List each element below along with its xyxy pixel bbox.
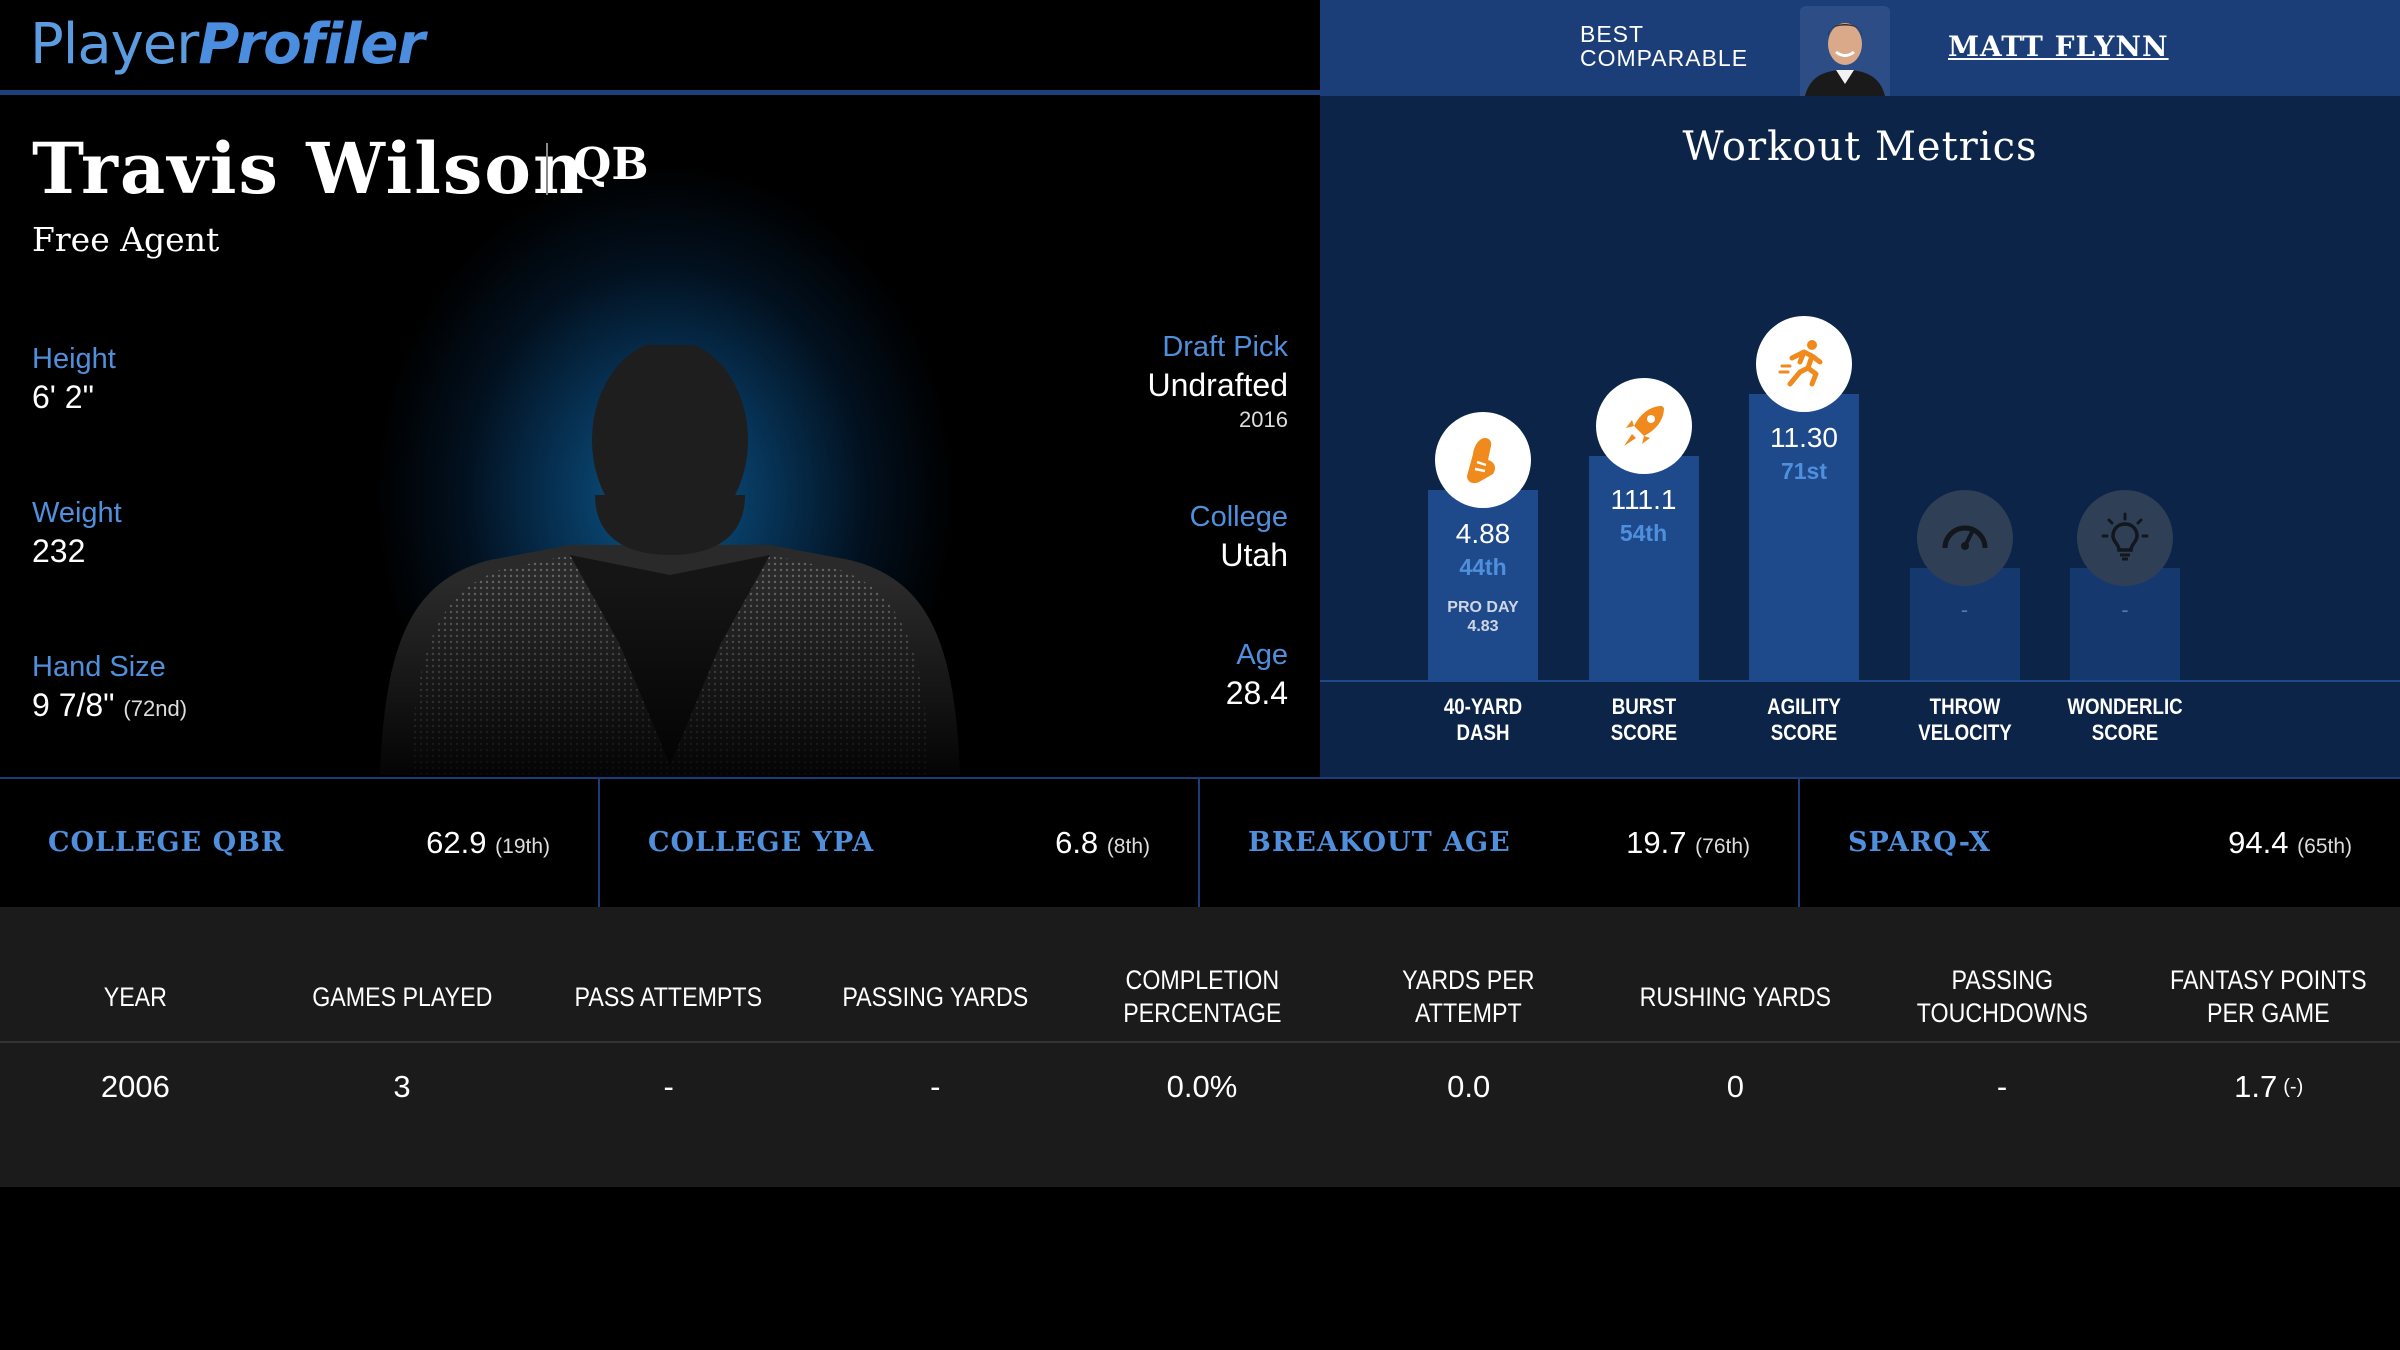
player-name: Travis Wilson — [32, 127, 586, 210]
metric-label-throw-velocity: THROW VELOCITY — [1917, 694, 2012, 745]
table-header-cell[interactable]: RUSHING YARDS — [1639, 981, 1832, 1012]
table-cell-rank: (-) — [2283, 1075, 2304, 1098]
table-header-cell[interactable]: PASSING TOUCHDOWNS — [1916, 965, 2088, 1028]
workout-metrics-title: Workout Metrics — [1682, 124, 2038, 170]
weight-value: 232 — [32, 533, 86, 569]
table-header-divider — [0, 1041, 2400, 1043]
metric-percentile: 71st — [1780, 458, 1828, 484]
workout-metrics-panel: Workout Metrics 4.88 44th PRO DAY 4.83 1… — [1320, 96, 2400, 777]
key-stats-row: COLLEGE QBR 62.9 (19th) COLLEGE YPA 6.8 … — [0, 777, 2400, 907]
best-comparable-link[interactable]: MATT FLYNN — [1948, 30, 2169, 63]
metric-value: 11.30 — [1770, 422, 1838, 453]
college-label: College — [1189, 501, 1288, 533]
metric-label-forty: 40-YARD DASH — [1443, 694, 1523, 745]
table-cell-value: 0 — [1726, 1069, 1744, 1104]
table-header-cell[interactable]: FANTASY POINTS PER GAME — [2170, 965, 2367, 1028]
metric-bar-wonderlic[interactable]: - — [2070, 568, 2180, 680]
metric-value: 4.88 — [1455, 518, 1511, 549]
table-header-cell[interactable]: COMPLETION PERCENTAGE — [1122, 965, 1282, 1028]
metric-value: - — [2121, 598, 2129, 622]
site-logo[interactable]: PlayerProfiler — [30, 12, 425, 77]
metric-value: 111.1 — [1610, 484, 1677, 515]
stats-table: YEAR GAMES PLAYED PASS ATTEMPTS PASSING YAR… — [0, 907, 2400, 1187]
player-position: QB — [573, 139, 649, 190]
table-cell: 0 — [1602, 1062, 1869, 1112]
table-cell: - — [1869, 1062, 2136, 1112]
hand-size-value: 9 7/8" (72nd) — [32, 687, 188, 723]
speedometer-icon — [1916, 490, 2013, 586]
draft-year: 2016 — [1239, 407, 1288, 432]
key-stat-sparq-x[interactable]: SPARQ-X 94.4 (65th) — [1848, 825, 2352, 860]
height-value: 6' 2" — [32, 379, 94, 415]
shoe-icon — [1435, 412, 1531, 508]
table-cell: 0.0% — [1069, 1062, 1336, 1112]
metric-label-agility: AGILITY SCORE — [1767, 694, 1841, 745]
key-stat-divider — [1198, 779, 1200, 907]
metric-percentile: 54th — [1619, 520, 1668, 546]
avatar-photo-icon — [1800, 6, 1890, 96]
player-card: Travis Wilson QB Free Agent Height 6' 2"… — [0, 95, 1320, 777]
hand-size-label: Hand Size — [32, 651, 166, 683]
table-header-cell[interactable]: PASSING YARDS — [842, 981, 1029, 1012]
metric-bar-agility[interactable]: 11.30 71st — [1749, 394, 1859, 680]
table-cell-value: 1.7 — [2234, 1069, 2278, 1104]
draft-pick-label: Draft Pick — [1162, 331, 1288, 363]
table-header-cell[interactable]: YEAR — [103, 981, 167, 1012]
metric-percentile: 44th — [1459, 554, 1507, 580]
metric-bar-burst[interactable]: 111.1 54th — [1588, 456, 1699, 680]
player-team: Free Agent — [32, 220, 220, 259]
table-cell-value: 3 — [393, 1069, 411, 1104]
table-cell-value: - — [663, 1069, 674, 1104]
metric-bar-throw-velocity[interactable]: - — [1909, 568, 2020, 680]
lightbulb-icon — [2077, 490, 2173, 586]
key-stat-college-qbr[interactable]: COLLEGE QBR 62.9 (19th) — [48, 825, 550, 860]
height-label: Height — [32, 343, 116, 375]
table-cell-value: 2006 — [100, 1069, 170, 1104]
table-cell: 3 — [269, 1062, 536, 1112]
name-separator — [546, 143, 548, 195]
weight-label: Weight — [32, 497, 122, 529]
table-cell: 2006 — [2, 1062, 269, 1112]
metrics-baseline — [1320, 680, 2400, 682]
table-header-cell[interactable]: YARDS PER ATTEMPT — [1402, 965, 1535, 1028]
table-cell: - — [535, 1062, 802, 1112]
key-stat-breakout-age[interactable]: BREAKOUT AGE 19.7 (76th) — [1248, 825, 1750, 860]
header-bar: PlayerProfiler — [0, 0, 1320, 90]
table-cell: 1.7 (-) — [2135, 1062, 2400, 1112]
metric-label-burst: BURST SCORE — [1610, 694, 1677, 745]
rocket-icon — [1595, 378, 1692, 474]
player-silhouette-icon — [370, 345, 970, 775]
hand-size-rank: (72nd) — [123, 696, 188, 721]
best-comparable-label: BEST COMPARABLE — [1580, 21, 1749, 71]
runner-icon — [1756, 316, 1852, 412]
table-cell: - — [802, 1062, 1069, 1112]
metric-label-wonderlic: WONDERLIC SCORE — [2067, 694, 2183, 745]
table-header-cell[interactable]: GAMES PLAYED — [311, 981, 493, 1012]
age-label: Age — [1236, 639, 1288, 671]
table-cell: 0.0 — [1335, 1062, 1602, 1112]
header-divider — [0, 90, 1320, 95]
college-value: Utah — [1220, 537, 1288, 573]
age-value: 28.4 — [1225, 675, 1288, 711]
metric-note: PRO DAY 4.83 — [1447, 599, 1519, 635]
table-cell-value: 0.0% — [1166, 1069, 1238, 1104]
table-header-cell[interactable]: PASS ATTEMPTS — [574, 981, 763, 1012]
metric-value: - — [1960, 598, 1969, 622]
key-stat-divider — [1798, 779, 1800, 907]
table-cell-value: - — [1996, 1069, 2008, 1104]
best-comparable-panel: BEST COMPARABLE MATT FLYNN — [1320, 0, 2400, 96]
metric-bar-forty[interactable]: 4.88 44th PRO DAY 4.83 — [1428, 490, 1538, 680]
best-comparable-avatar[interactable] — [1800, 6, 1890, 96]
table-cell-value: - — [930, 1069, 941, 1104]
key-stat-college-ypa[interactable]: COLLEGE YPA 6.8 (8th) — [648, 825, 1150, 860]
draft-pick-value: Undrafted — [1147, 367, 1288, 403]
key-stat-divider — [598, 779, 600, 907]
table-cell-value: 0.0 — [1447, 1069, 1491, 1104]
